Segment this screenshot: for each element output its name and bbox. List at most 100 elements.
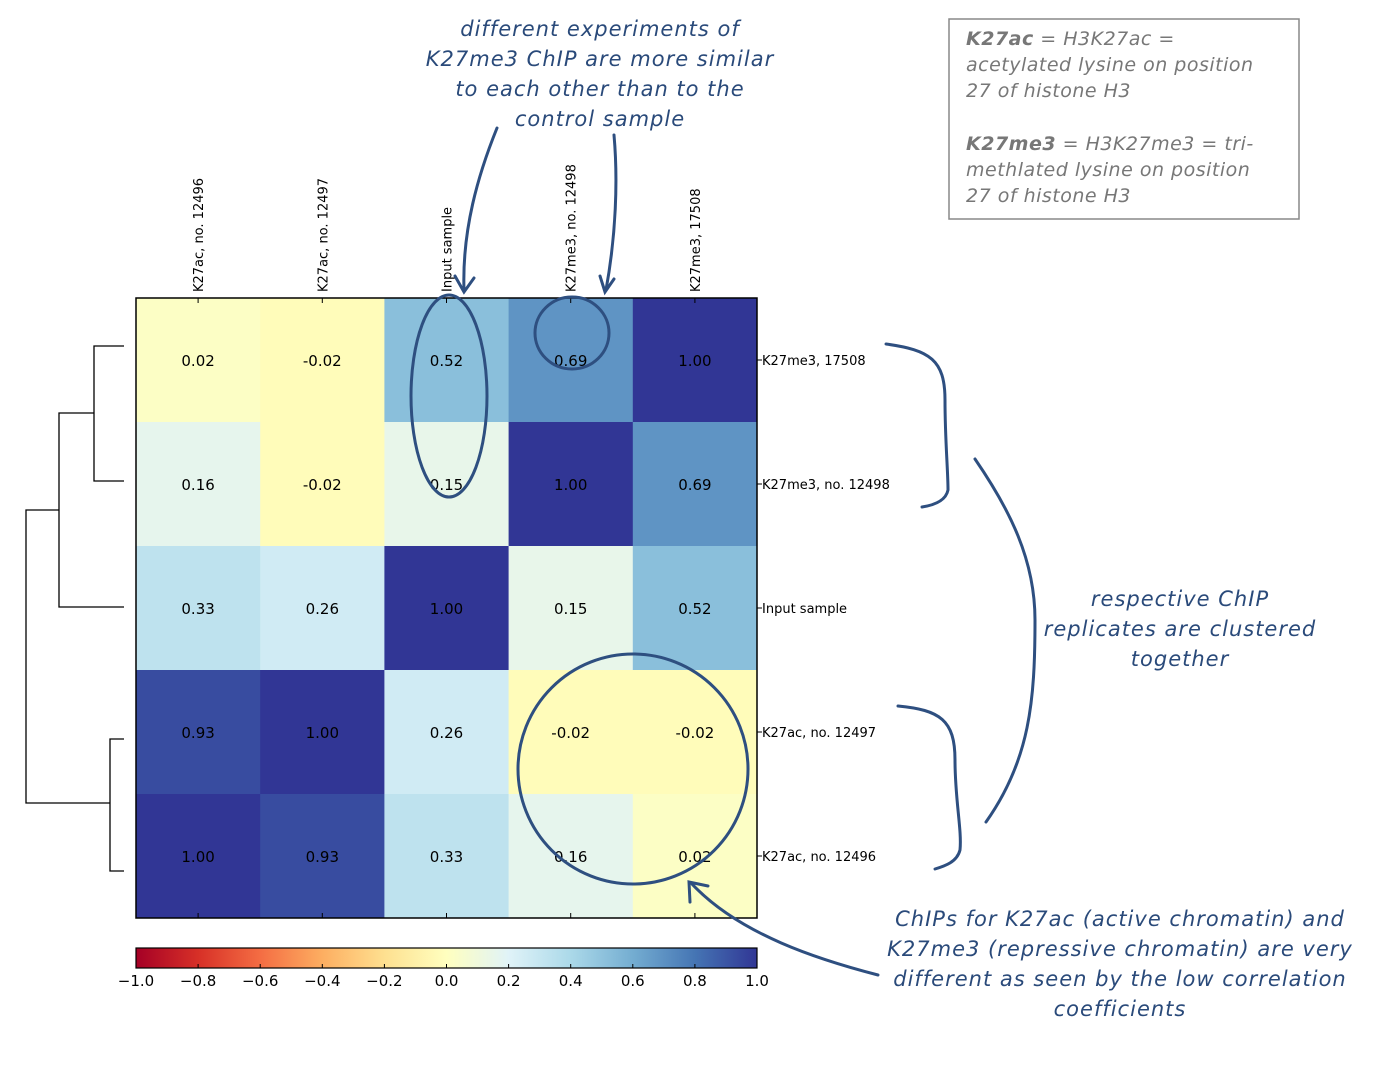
cell-value-label: 0.26 (306, 600, 339, 618)
column-label: K27me3, no. 12498 (565, 164, 580, 292)
cell-value-label: -0.02 (303, 476, 342, 494)
column-ticks: K27ac, no. 12496 K27ac, no. 12497 Input sa… (192, 164, 704, 918)
cell-value-label: 0.15 (430, 476, 463, 494)
heatmap-cell (508, 422, 634, 547)
row-label: Input sample (762, 602, 847, 617)
bottom-annotation: ChIPs for K27ac (active chromatin) and K… (887, 907, 1353, 1021)
heatmap-cells: 0.02 -0.02 0.52 0.69 1.00 0.16 -0.02 0.15 1.00 0.… (136, 298, 758, 919)
heatmap-cell (384, 794, 510, 919)
cell-value-label: 0.26 (430, 724, 463, 742)
legend-k27me3-line-3: 27 of histone H3 (966, 185, 1131, 207)
cell-value-label: 0.93 (181, 724, 214, 742)
bottom-note-line-4: coefficients (1054, 997, 1187, 1021)
top-note-line-3: to each other than to the (455, 77, 744, 101)
arrow-to-low-correlation-head (687, 880, 710, 904)
heatmap-cell (136, 546, 261, 671)
row-ticks: K27me3, 17508 K27me3, no. 12498 Input samp… (757, 354, 890, 865)
arrow-to-me3-cell-head (598, 274, 616, 296)
right-note-line-1: respective ChIP (1091, 587, 1269, 611)
legend-k27ac-term: K27ac (966, 28, 1034, 50)
heatmap-cell (508, 794, 634, 919)
cell-value-label: 0.16 (181, 476, 214, 494)
legend-k27ac-line-3: 27 of histone H3 (966, 80, 1131, 102)
cell-value-label: 1.00 (430, 600, 463, 618)
bottom-note-line-1: ChIPs for K27ac (active chromatin) and (895, 907, 1345, 931)
heatmap-cell (136, 794, 261, 919)
cell-value-label: -0.02 (551, 724, 590, 742)
arrow-to-input-column-head (453, 274, 476, 295)
dendrogram-branch-ac (109, 738, 124, 872)
legend-k27ac-line-2: acetylated lysine on position (966, 54, 1254, 76)
heatmap-cell (632, 298, 758, 423)
cell-value-label: 0.33 (430, 848, 463, 866)
heatmap-cell (384, 546, 510, 671)
heatmap-cell (508, 670, 634, 795)
row-label: K27me3, no. 12498 (762, 478, 890, 493)
colorbar-ticks: −1.0 −0.8 −0.6 −0.4 −0.2 0.0 0.2 0.4 0.6 0.8 1.0 (118, 964, 769, 990)
colorbar-tick-label: −0.2 (366, 972, 402, 990)
heatmap-cell (136, 670, 261, 795)
cluster-braces (884, 342, 1037, 871)
colorbar-tick-label: 0.0 (435, 972, 459, 990)
column-label: K27ac, no. 12496 (192, 178, 207, 292)
ac-cluster-brace (896, 704, 962, 871)
heatmap-cell (260, 298, 385, 423)
legend-k27me3-line-1: K27me3 = H3K27me3 = tri- (966, 133, 1254, 155)
me3-cluster-brace (884, 342, 950, 509)
right-note-line-3: together (1131, 647, 1230, 671)
heatmap-cell (632, 794, 758, 919)
row-label: K27ac, no. 12497 (762, 726, 876, 741)
heatmap-cell (508, 298, 634, 423)
top-note-line-2: K27me3 ChIP are more similar (426, 47, 775, 71)
heatmap-cell (508, 546, 634, 671)
heatmap-cell (384, 670, 510, 795)
colorbar-tick-label: 1.0 (745, 972, 769, 990)
colorbar-tick-label: −0.8 (180, 972, 216, 990)
colorbar-tick-label: −0.4 (304, 972, 340, 990)
cell-value-label: 1.00 (554, 476, 587, 494)
bottom-note-line-2: K27me3 (repressive chromatin) are very (887, 937, 1353, 961)
column-label: K27ac, no. 12497 (316, 178, 331, 292)
legend-k27me3-term: K27me3 (966, 133, 1056, 155)
cell-value-label: 1.00 (306, 724, 339, 742)
top-annotation-marks (409, 126, 618, 499)
column-label: Input sample (441, 207, 456, 292)
legend-k27ac-def: = H3K27ac = (1034, 28, 1175, 50)
cell-value-label: 0.52 (678, 600, 711, 618)
colorbar-tick-label: −0.6 (242, 972, 278, 990)
heatmap-cell (260, 670, 385, 795)
arrow-to-me3-cell (604, 133, 618, 292)
heatmap-cell (260, 422, 385, 547)
bottom-annotation-marks (516, 652, 880, 977)
cell-value-label: 0.15 (554, 600, 587, 618)
top-note-line-1: different experiments of (460, 17, 742, 41)
right-note-line-2: replicates are clustered (1044, 617, 1317, 641)
legend-k27me3-def: = H3K27me3 = tri- (1056, 133, 1254, 155)
colorbar-tick-label: 0.2 (497, 972, 521, 990)
cell-value-label: 0.69 (554, 352, 587, 370)
cell-value-label: 0.33 (181, 600, 214, 618)
colorbar-tick-label: −1.0 (118, 972, 154, 990)
colorbar-tick-label: 0.4 (559, 972, 583, 990)
cell-value-label: 0.52 (430, 352, 463, 370)
cell-value-label: 1.00 (181, 848, 214, 866)
heatmap-cell (632, 546, 758, 671)
cell-value-label: 0.93 (306, 848, 339, 866)
heatmap-cell (260, 546, 385, 671)
legend-k27ac-line-1: K27ac = H3K27ac = (966, 28, 1175, 50)
right-annotation: respective ChIP replicates are clustered… (1044, 587, 1317, 671)
cell-value-label: 0.69 (678, 476, 711, 494)
colorbar-tick-label: 0.8 (683, 972, 707, 990)
cell-value-label: -0.02 (675, 724, 714, 742)
row-label: K27me3, 17508 (762, 354, 866, 369)
heatmap-cell (632, 670, 758, 795)
dendrogram-branch-input (58, 412, 124, 608)
legend-box (948, 18, 1300, 220)
column-label: K27me3, 17508 (689, 188, 704, 292)
me3-cell-circle (533, 295, 611, 371)
heatmap-cell (384, 422, 510, 547)
cell-value-label: 1.00 (678, 352, 711, 370)
heatmap-cell (136, 422, 261, 547)
dendrogram-branch-me3 (93, 345, 124, 482)
top-note-line-4: control sample (515, 107, 685, 131)
